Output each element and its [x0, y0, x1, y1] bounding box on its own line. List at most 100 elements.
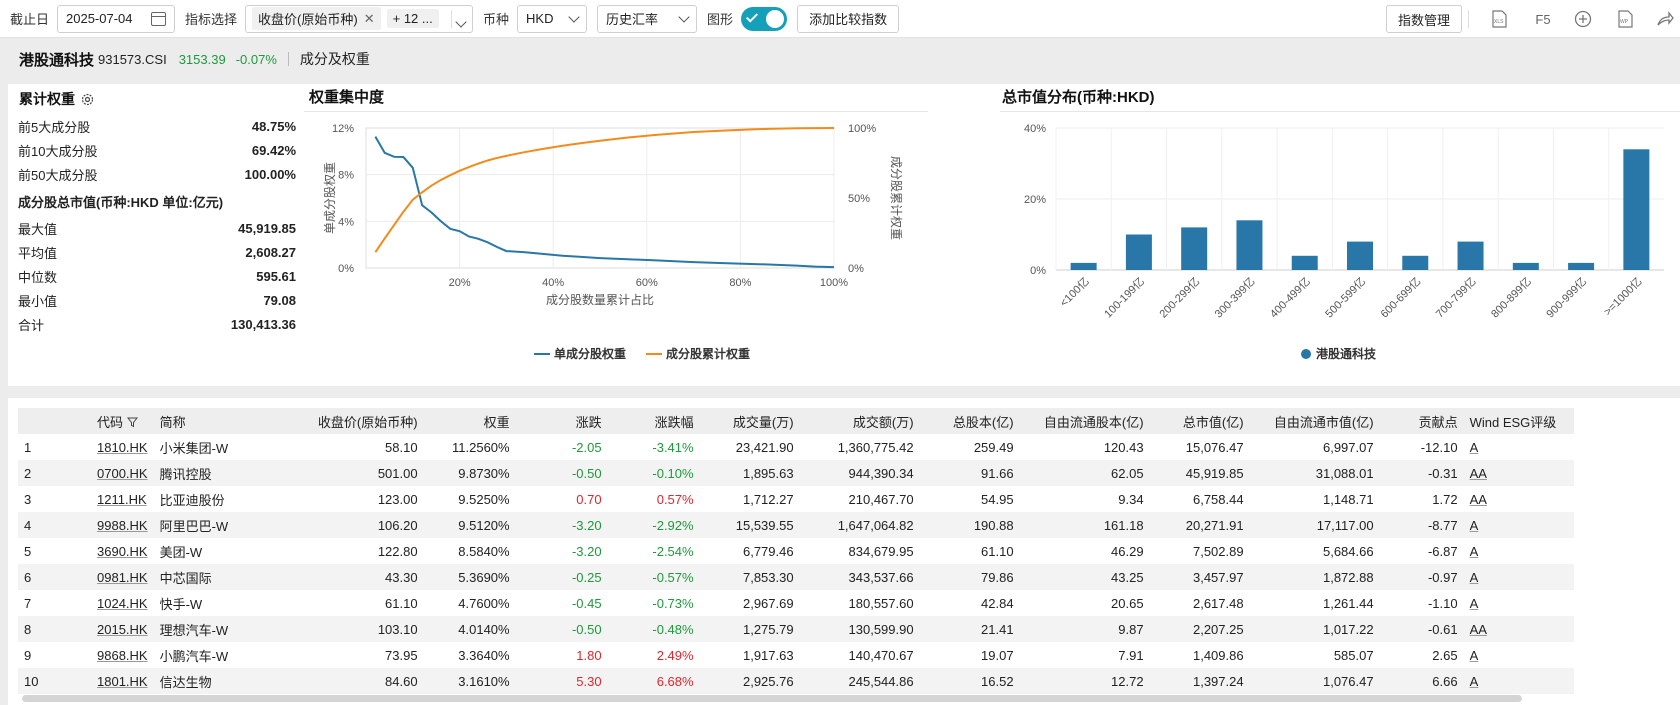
stock-code-link[interactable]: 1810.HK: [97, 439, 148, 455]
total-shares: 79.86: [919, 564, 1020, 590]
esg-rating-link[interactable]: AA: [1463, 616, 1574, 642]
plot-frame: [365, 127, 835, 269]
currency-label: 币种: [483, 12, 510, 27]
column-header-label: 总市值(亿): [1182, 414, 1244, 430]
y-tick-label: 4%: [338, 216, 354, 228]
market-cap: 2,617.48: [1192, 595, 1244, 611]
weight-stat-value: 100.00%: [244, 166, 296, 182]
y-tick-label: 40%: [1024, 123, 1046, 135]
column-header: 自由流通股本(亿): [1019, 408, 1150, 434]
bar: [1347, 241, 1373, 270]
turnover: 180,557.60: [848, 595, 914, 611]
weight: 3.1610%: [423, 668, 516, 694]
free-float-shares: 43.25: [1019, 564, 1150, 590]
table-row[interactable]: 2 0700.HK 腾讯控股 501.00 9.8730% -0.50 -0.10% 1,89…: [18, 460, 1574, 486]
stock-name: 信达生物: [153, 668, 284, 694]
esg-rating-link[interactable]: AA: [1469, 491, 1487, 507]
excel-export-icon[interactable]: XLS: [1488, 8, 1510, 30]
turnover: 944,390.34: [799, 460, 920, 486]
indicator-more-tag: + 12 ...: [386, 9, 439, 28]
esg-rating-link[interactable]: A: [1469, 543, 1479, 559]
table-row[interactable]: 9 9868.HK 小鹏汽车-W 73.95 3.3640% 1.80 2.49% 1,917…: [18, 642, 1574, 668]
share-icon[interactable]: [1654, 8, 1676, 30]
chart-toggle[interactable]: [741, 6, 788, 31]
stock-code-link[interactable]: 9868.HK: [97, 647, 148, 663]
change: -2.05: [571, 439, 602, 455]
table-row[interactable]: 10 1801.HK 信达生物 84.60 3.1610% 5.30 6.68% 2,925.…: [18, 668, 1574, 694]
volume: 2,967.69: [742, 595, 794, 611]
filter-icon[interactable]: [123, 415, 139, 430]
free-float-shares: 7.91: [1118, 647, 1144, 663]
horizontal-scrollbar[interactable]: [22, 695, 1522, 702]
free-float-mcap: 6,997.07: [1322, 439, 1374, 455]
add-compare-button[interactable]: 添加比较指数: [797, 4, 900, 33]
table-row[interactable]: 7 1024.HK 快手-W 61.10 4.7600% -0.45 -0.73% 2,967…: [18, 590, 1574, 616]
weight-stat-label: 前5大成分股: [18, 119, 91, 135]
table-row[interactable]: 6 0981.HK 中芯国际 43.30 5.3690% -0.25 -0.57% 7,853…: [18, 564, 1574, 590]
esg-rating-link[interactable]: A: [1469, 439, 1479, 455]
total-shares: 91.66: [919, 460, 1020, 486]
chevron-down-icon[interactable]: [455, 15, 467, 28]
calendar-icon[interactable]: [151, 11, 167, 26]
market-cap: 1,409.86: [1192, 647, 1244, 663]
stock-code-link[interactable]: 1024.HK: [97, 595, 148, 611]
column-header: 成交额(万): [799, 408, 920, 434]
y-tick-label: 8%: [338, 170, 354, 182]
gear-icon[interactable]: [81, 93, 94, 106]
mcap-chart-title: 总市值分布(币种:HKD): [1002, 89, 1155, 106]
close-price: 73.95: [385, 647, 418, 663]
contribution-points: -8.77: [1379, 512, 1464, 538]
esg-rating-link[interactable]: A: [1463, 512, 1574, 538]
change: -0.50: [515, 616, 608, 642]
word-export-icon[interactable]: WP: [1614, 8, 1636, 30]
column-header-label: 权重: [483, 414, 510, 430]
row-index: 7: [24, 595, 32, 611]
x-tick-label: 300-399亿: [1212, 275, 1258, 321]
change: 1.80: [576, 647, 602, 663]
esg-rating-link[interactable]: A: [1463, 564, 1574, 590]
index-manage-button[interactable]: 指数管理: [1386, 5, 1463, 33]
close-icon[interactable]: ✕: [363, 10, 375, 26]
mcap-stat-row: 合计 130,413.36: [18, 312, 296, 336]
date-picker[interactable]: 2025-07-04: [57, 4, 176, 33]
row-index: 6: [18, 564, 52, 590]
table-header-row: 代码 简称 收盘价(原始币种) 权重 涨跌 涨跌幅 成交量(万) 成交额(万) 总股本(亿) 自由…: [18, 408, 1574, 434]
stock-code-link[interactable]: 9988.HK: [52, 512, 154, 538]
table-row[interactable]: 8 2015.HK 理想汽车-W 103.10 4.0140% -0.50 -0.48% 1,…: [18, 616, 1574, 642]
y2-axis-title: 成分股累计权重: [889, 156, 903, 240]
indicator-select[interactable]: 收盘价(原始币种) ✕ + 12 ...: [245, 4, 474, 33]
stock-code-link[interactable]: 1801.HK: [52, 668, 154, 694]
esg-rating-link[interactable]: A: [1469, 647, 1479, 663]
column-header-label: 收盘价(原始币种): [317, 414, 418, 430]
currency-select[interactable]: HKD: [517, 4, 588, 33]
esg-rating-link[interactable]: A: [1463, 668, 1574, 694]
close-price: 61.10: [385, 595, 418, 611]
close-price: 84.60: [283, 668, 424, 694]
stock-code-link[interactable]: 0981.HK: [52, 564, 154, 590]
weight-concentration-chart: 0% 4% 8% 12% 0% 50% 100% 20% 40% 60% 80% 100% 成分股数量累…: [323, 123, 903, 361]
table-row[interactable]: 3 1211.HK 比亚迪股份 123.00 9.5250% 0.70 0.57% 1,712…: [18, 486, 1574, 512]
add-circle-icon[interactable]: [1572, 8, 1594, 30]
f5-refresh-button[interactable]: F5: [1535, 11, 1551, 27]
weight-stat-row: 前5大成分股 48.75%: [18, 114, 296, 138]
close-price: 122.80: [377, 543, 418, 559]
table-row[interactable]: 1 1810.HK 小米集团-W 58.10 11.2560% -2.05 -3.41% 23…: [18, 434, 1574, 460]
stock-code-link[interactable]: 0700.HK: [52, 460, 154, 486]
change: -3.20: [515, 512, 608, 538]
esg-rating-link[interactable]: A: [1469, 595, 1479, 611]
stock-code-link[interactable]: 1211.HK: [97, 491, 147, 507]
fx-select[interactable]: 历史汇率: [597, 4, 698, 33]
free-float-shares: 161.18: [1019, 512, 1150, 538]
stock-code-link[interactable]: 2015.HK: [52, 616, 154, 642]
stock-code-link[interactable]: 3690.HK: [97, 543, 148, 559]
esg-rating-link[interactable]: AA: [1463, 460, 1574, 486]
column-header[interactable]: 代码: [52, 408, 154, 434]
market-cap: 6,758.44: [1192, 491, 1244, 507]
table-row[interactable]: 4 9988.HK 阿里巴巴-W 106.20 9.5120% -3.20 -2.92% 15…: [18, 512, 1574, 538]
series-line: [374, 127, 835, 253]
table-row[interactable]: 5 3690.HK 美团-W 122.80 8.5840% -3.20 -2.54% 6,77…: [18, 538, 1574, 564]
y2-tick-label: 0%: [848, 263, 864, 275]
change-pct: 6.68%: [607, 668, 700, 694]
contribution-points: 1.72: [1432, 491, 1458, 507]
mcap-stat-label: 最小值: [18, 293, 58, 309]
